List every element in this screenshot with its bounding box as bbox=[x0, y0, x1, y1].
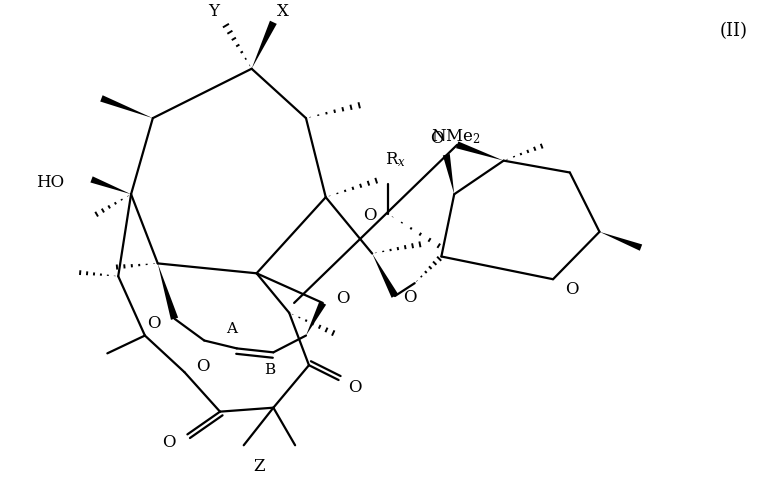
Text: O: O bbox=[430, 130, 444, 148]
Text: R$_x$: R$_x$ bbox=[385, 150, 406, 169]
Polygon shape bbox=[100, 95, 153, 118]
Polygon shape bbox=[372, 254, 399, 298]
Text: O: O bbox=[162, 434, 176, 451]
Polygon shape bbox=[158, 264, 178, 320]
Text: X: X bbox=[277, 3, 289, 20]
Polygon shape bbox=[600, 232, 642, 250]
Text: O: O bbox=[565, 280, 578, 297]
Text: O: O bbox=[403, 288, 416, 306]
Polygon shape bbox=[456, 142, 503, 161]
Text: Y: Y bbox=[208, 3, 220, 20]
Text: O: O bbox=[147, 315, 161, 332]
Polygon shape bbox=[252, 20, 277, 68]
Text: O: O bbox=[336, 290, 350, 308]
Polygon shape bbox=[443, 154, 455, 194]
Text: (II): (II) bbox=[720, 22, 747, 40]
Text: A: A bbox=[226, 322, 237, 336]
Text: O: O bbox=[197, 358, 210, 374]
Text: NMe$_2$: NMe$_2$ bbox=[431, 128, 481, 146]
Polygon shape bbox=[306, 301, 326, 336]
Text: Z: Z bbox=[254, 458, 265, 475]
Text: HO: HO bbox=[36, 174, 64, 191]
Text: B: B bbox=[264, 363, 275, 377]
Text: O: O bbox=[363, 208, 376, 224]
Polygon shape bbox=[90, 176, 131, 194]
Text: O: O bbox=[348, 380, 362, 396]
